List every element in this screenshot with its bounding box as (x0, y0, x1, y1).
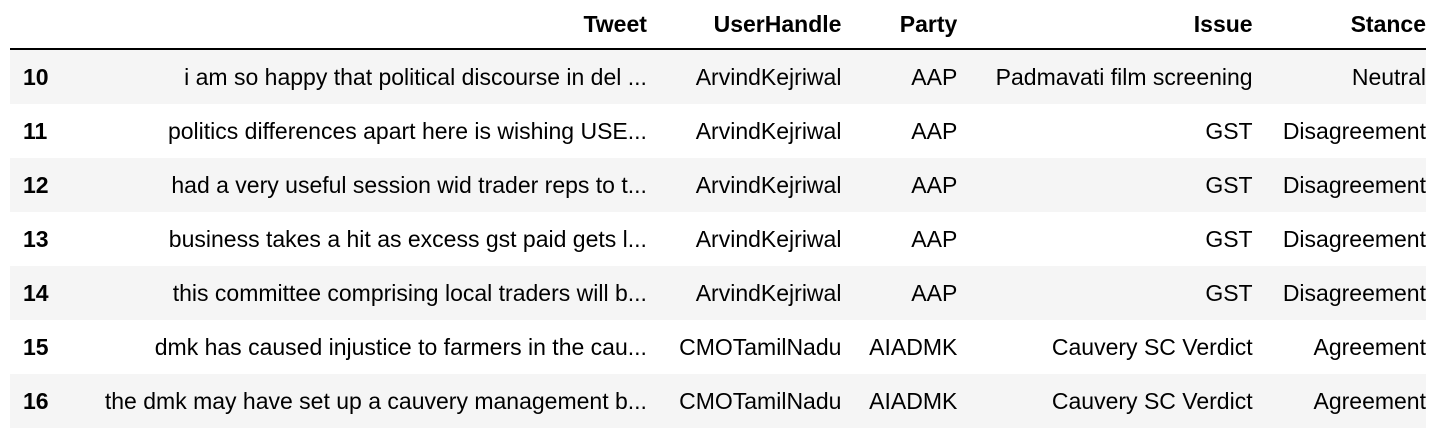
cell-issue: GST (1205, 225, 1253, 252)
table-row: 13 business takes a hit as excess gst pa… (10, 212, 1426, 266)
cell-tweet: business takes a hit as excess gst paid … (168, 225, 647, 252)
column-header-party: Party (841, 0, 958, 50)
cell-tweet: had a very useful session wid trader rep… (171, 171, 647, 198)
header-row: Tweet UserHandle Party Issue Stance (10, 0, 1426, 50)
cell-tweet: the dmk may have set up a cauvery manage… (104, 387, 647, 414)
table-body: 10 i am so happy that political discours… (10, 49, 1426, 428)
cell-issue: Cauvery SC Verdict (1051, 333, 1253, 360)
row-index: 13 (23, 225, 49, 252)
cell-stance: Disagreement (1282, 171, 1426, 198)
cell-userhandle: ArvindKejriwal (695, 117, 842, 144)
column-header-tweet: Tweet (60, 0, 647, 50)
cell-tweet: this committee comprising local traders … (172, 279, 647, 306)
row-index: 10 (23, 63, 49, 90)
cell-stance: Agreement (1313, 387, 1426, 414)
cell-party: AAP (911, 225, 958, 252)
cell-party: AAP (911, 63, 958, 90)
cell-issue: Padmavati film screening (995, 63, 1253, 90)
cell-tweet: politics differences apart here is wishi… (167, 117, 647, 144)
cell-userhandle: ArvindKejriwal (695, 63, 842, 90)
column-header-userhandle: UserHandle (646, 0, 842, 50)
cell-party: AAP (911, 117, 958, 144)
cell-stance: Disagreement (1282, 225, 1426, 252)
cell-stance: Disagreement (1282, 117, 1426, 144)
cell-party: AAP (911, 171, 958, 198)
cell-userhandle: ArvindKejriwal (695, 171, 842, 198)
cell-issue: GST (1205, 171, 1253, 198)
cell-stance: Neutral (1351, 63, 1426, 90)
dataframe-table: Tweet UserHandle Party Issue Stance 10 i… (10, 0, 1426, 428)
cell-issue: GST (1205, 117, 1253, 144)
cell-party: AAP (911, 279, 958, 306)
table-row: 16 the dmk may have set up a cauvery man… (10, 374, 1426, 428)
cell-issue: GST (1205, 279, 1253, 306)
table-header: Tweet UserHandle Party Issue Stance (10, 0, 1426, 50)
cell-party: AIADMK (869, 333, 958, 360)
column-header-issue: Issue (957, 0, 1253, 50)
cell-tweet: i am so happy that political discourse i… (184, 63, 647, 90)
row-index: 14 (23, 279, 49, 306)
column-header-index (10, 0, 61, 50)
cell-issue: Cauvery SC Verdict (1051, 387, 1253, 414)
cell-stance: Agreement (1313, 333, 1426, 360)
cell-tweet: dmk has caused injustice to farmers in t… (154, 333, 647, 360)
column-header-stance: Stance (1252, 0, 1426, 50)
cell-party: AIADMK (869, 387, 958, 414)
row-index: 11 (23, 117, 48, 144)
table-row: 12 had a very useful session wid trader … (10, 158, 1426, 212)
cell-userhandle: ArvindKejriwal (695, 279, 842, 306)
table-row: 14 this committee comprising local trade… (10, 266, 1426, 320)
row-index: 16 (23, 387, 49, 414)
row-index: 12 (23, 171, 49, 198)
table-row: 11 politics differences apart here is wi… (10, 104, 1426, 158)
table-row: 15 dmk has caused injustice to farmers i… (10, 320, 1426, 374)
row-index: 15 (23, 333, 49, 360)
cell-userhandle: CMOTamilNadu (679, 387, 842, 414)
table-row: 10 i am so happy that political discours… (10, 49, 1426, 104)
cell-userhandle: CMOTamilNadu (679, 333, 842, 360)
cell-userhandle: ArvindKejriwal (695, 225, 842, 252)
cell-stance: Disagreement (1282, 279, 1426, 306)
